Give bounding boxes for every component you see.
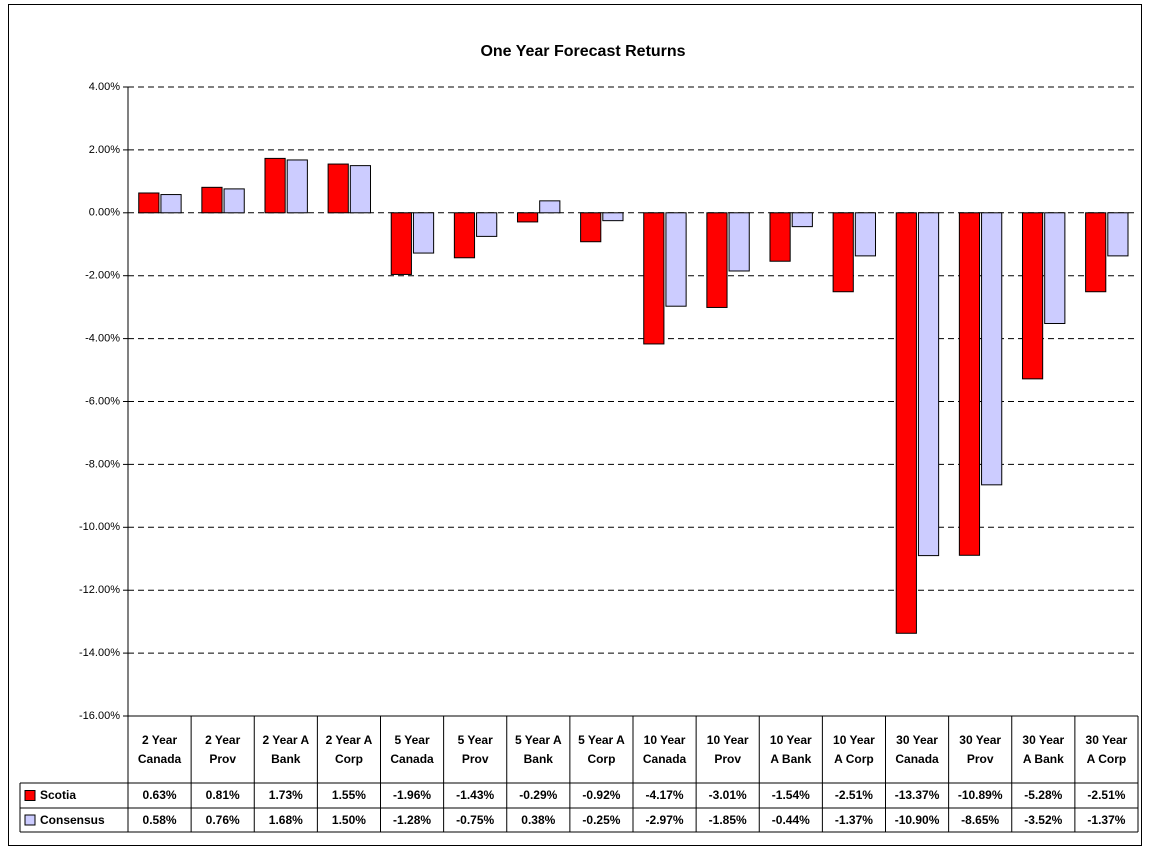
- x-tick-label: 5 Year A Corp: [578, 732, 625, 766]
- x-tick-label: 10 Year Prov: [706, 732, 749, 766]
- bar: [769, 212, 791, 262]
- bar: [223, 188, 245, 214]
- bar: [390, 212, 412, 275]
- bar: [1085, 212, 1107, 293]
- table-value: 0.38%: [521, 812, 556, 827]
- bar: [516, 212, 539, 223]
- bar: [1044, 212, 1066, 325]
- y-tick-label: 2.00%: [89, 144, 120, 156]
- bar: [327, 163, 349, 214]
- bar: [791, 212, 813, 228]
- x-tick-label: 5 Year A Bank: [514, 732, 562, 766]
- table-value: -8.65%: [961, 812, 1000, 827]
- x-tick-label: 30 Year Canada: [895, 732, 939, 766]
- legend-label: Consensus: [40, 812, 105, 827]
- x-tick-label: 2 Year A Bank: [262, 732, 310, 766]
- chart-border: [8, 4, 1142, 846]
- bar: [539, 200, 561, 214]
- bar: [453, 212, 476, 259]
- bar: [917, 212, 940, 557]
- table-value: -0.29%: [519, 788, 558, 802]
- x-tick-label: 10 Year A Bank: [769, 732, 812, 766]
- table-value: -1.43%: [456, 788, 495, 802]
- x-tick-label: 30 Year A Bank: [1022, 732, 1065, 766]
- chart-title: One Year Forecast Returns: [480, 43, 685, 60]
- table-value: -0.92%: [582, 788, 621, 802]
- y-tick-label: -16.00%: [79, 710, 120, 722]
- bar: [706, 212, 728, 308]
- table-value: -1.28%: [393, 812, 432, 827]
- table-value: -0.25%: [582, 812, 621, 827]
- bar: [580, 212, 602, 243]
- x-tick-label: 5 Year Prov: [457, 732, 493, 766]
- table-value: 0.76%: [205, 812, 240, 827]
- x-tick-label: 2 Year A Corp: [325, 732, 373, 766]
- bar: [854, 212, 877, 257]
- legend-swatch: [24, 790, 36, 801]
- bar: [264, 157, 286, 214]
- y-tick-label: -12.00%: [79, 584, 120, 596]
- bar: [286, 159, 308, 214]
- table-value: -10.89%: [957, 788, 1003, 802]
- x-tick-label: 30 Year Prov: [959, 732, 1002, 766]
- y-tick-label: -4.00%: [85, 333, 120, 345]
- bar: [476, 212, 498, 237]
- bar: [602, 212, 624, 222]
- table-value: -1.37%: [834, 812, 873, 827]
- table-value: -5.28%: [1024, 788, 1063, 802]
- table-value: 0.63%: [142, 788, 177, 802]
- x-tick-label: 30 Year A Corp: [1085, 732, 1128, 766]
- y-tick-label: -2.00%: [85, 270, 120, 282]
- table-value: 0.81%: [205, 788, 240, 802]
- table-value: 1.73%: [268, 788, 303, 802]
- table-value: -1.85%: [708, 812, 747, 827]
- table-value: -3.01%: [708, 788, 747, 802]
- table-value: -0.44%: [771, 812, 810, 827]
- bar: [201, 186, 223, 214]
- table-value: -2.51%: [834, 788, 873, 802]
- table-value: -2.51%: [1087, 788, 1126, 802]
- x-tick-label: 10 Year A Corp: [833, 732, 875, 766]
- table-value: -0.75%: [456, 812, 495, 827]
- y-tick-label: 4.00%: [89, 81, 120, 93]
- x-tick-label: 2 Year Canada: [137, 732, 182, 766]
- bar: [643, 212, 665, 345]
- bar: [895, 212, 917, 634]
- table-value: -1.37%: [1087, 812, 1126, 827]
- bar: [958, 212, 981, 556]
- bar: [138, 192, 160, 214]
- x-tick-label: 5 Year Canada: [390, 732, 434, 766]
- table-value: -1.54%: [771, 788, 810, 802]
- y-tick-label: -8.00%: [85, 458, 120, 470]
- bar: [1021, 212, 1044, 380]
- table-value: -10.90%: [894, 812, 940, 827]
- y-tick-label: -10.00%: [79, 521, 120, 533]
- table-value: 1.50%: [331, 812, 366, 827]
- x-tick-label: 2 Year Prov: [205, 732, 241, 766]
- table-value: 1.55%: [331, 788, 366, 802]
- x-tick-label: 10 Year Canada: [642, 732, 687, 766]
- table-value: 1.68%: [268, 812, 303, 827]
- bar: [981, 212, 1003, 486]
- bar: [349, 165, 372, 214]
- legend-swatch: [24, 814, 36, 826]
- table-value: -13.37%: [894, 788, 940, 802]
- bar: [665, 212, 687, 307]
- bar: [160, 194, 182, 214]
- y-tick-label: -6.00%: [85, 395, 120, 407]
- table-value: -2.97%: [645, 812, 684, 827]
- legend-label: Scotia: [40, 788, 77, 802]
- bar: [832, 212, 854, 293]
- y-tick-label: -14.00%: [79, 647, 120, 659]
- table-value: -1.96%: [393, 788, 432, 802]
- bar: [728, 212, 750, 272]
- bar: [412, 212, 435, 254]
- table-value: 0.58%: [142, 812, 177, 827]
- table-value: -3.52%: [1024, 812, 1063, 827]
- y-tick-label: 0.00%: [89, 207, 120, 219]
- bar: [1107, 212, 1129, 257]
- table-value: -4.17%: [645, 788, 684, 802]
